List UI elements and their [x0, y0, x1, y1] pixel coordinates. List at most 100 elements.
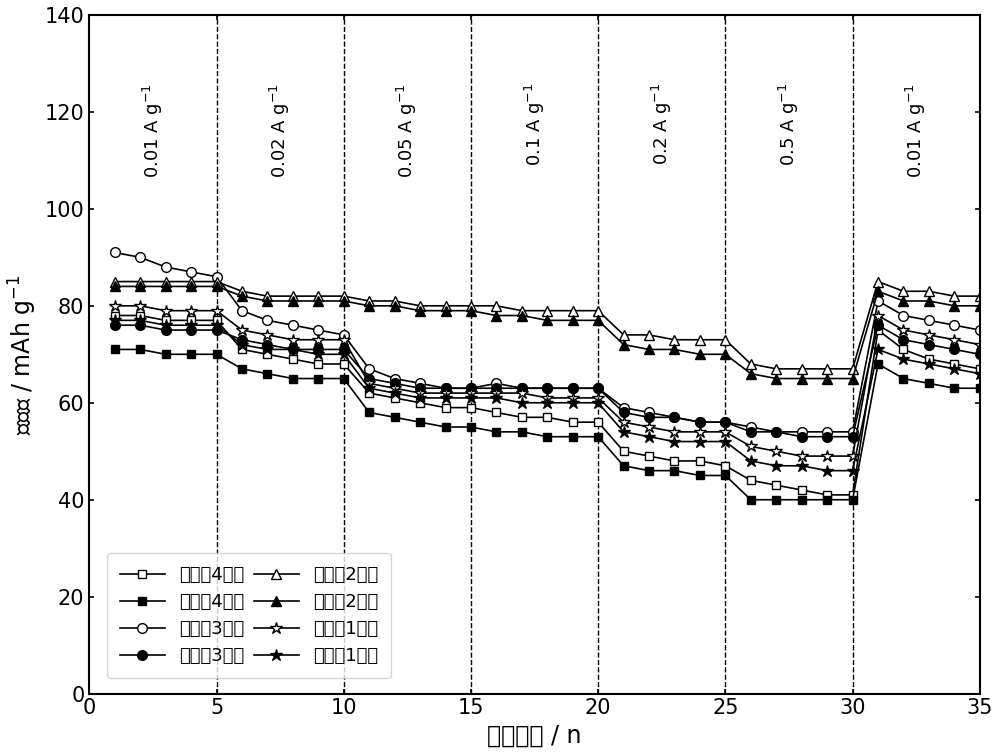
实施例3充电	[287, 321, 299, 330]
实施例3放电	[414, 384, 426, 393]
实施例2放电	[821, 374, 833, 383]
实施例1充电	[923, 331, 935, 340]
实施例2充电	[897, 287, 909, 296]
实施例2放电	[948, 301, 960, 310]
Line: 实施例3放电: 实施例3放电	[110, 320, 985, 442]
实施例4放电	[694, 471, 706, 480]
实施例3放电	[211, 325, 223, 334]
实施例1充电	[440, 389, 452, 398]
实施例1充电	[160, 306, 172, 315]
实施例1充电	[287, 335, 299, 344]
实施例3放电	[974, 350, 986, 359]
实施例4放电	[796, 495, 808, 504]
实施例3放电	[592, 384, 604, 393]
实施例3放电	[948, 345, 960, 354]
实施例2放电	[185, 282, 197, 291]
实施例2放电	[770, 374, 782, 383]
实施例2充电	[363, 297, 375, 306]
实施例3放电	[160, 325, 172, 334]
实施例4放电	[592, 432, 604, 441]
实施例2放电	[287, 297, 299, 306]
实施例3充电	[948, 321, 960, 330]
实施例2充电	[618, 331, 630, 340]
实施例3充电	[516, 384, 528, 393]
实施例1充电	[567, 393, 579, 402]
实施例4放电	[109, 345, 121, 354]
实施例4充电	[109, 311, 121, 320]
实施例1放电	[872, 345, 884, 354]
实施例1充电	[668, 427, 680, 436]
实施例4充电	[211, 316, 223, 325]
实施例1放电	[160, 321, 172, 330]
实施例3充电	[490, 379, 502, 388]
实施例1充电	[465, 389, 477, 398]
实施例4充电	[923, 355, 935, 364]
实施例2放电	[541, 316, 553, 325]
Text: 0.02 A g$^{-1}$: 0.02 A g$^{-1}$	[268, 83, 292, 177]
实施例1放电	[770, 461, 782, 470]
实施例1放电	[592, 398, 604, 407]
实施例1充电	[541, 393, 553, 402]
实施例3充电	[541, 384, 553, 393]
实施例4放电	[745, 495, 757, 504]
实施例4放电	[312, 374, 324, 383]
实施例1放电	[567, 398, 579, 407]
实施例4充电	[745, 476, 757, 485]
实施例4充电	[389, 393, 401, 402]
实施例2充电	[872, 277, 884, 286]
实施例3放电	[338, 345, 350, 354]
实施例1充电	[821, 451, 833, 461]
实施例3充电	[236, 306, 248, 315]
实施例2放电	[465, 306, 477, 315]
实施例3放电	[389, 379, 401, 388]
实施例4充电	[287, 355, 299, 364]
实施例1充电	[770, 447, 782, 456]
实施例4放电	[236, 365, 248, 374]
实施例3放电	[923, 340, 935, 349]
实施例4放电	[567, 432, 579, 441]
实施例4充电	[465, 403, 477, 412]
实施例3放电	[897, 335, 909, 344]
实施例4放电	[134, 345, 146, 354]
实施例1充电	[592, 393, 604, 402]
实施例3放电	[363, 374, 375, 383]
Text: 0.01 A g$^{-1}$: 0.01 A g$^{-1}$	[141, 83, 165, 177]
实施例3充电	[618, 403, 630, 412]
实施例4放电	[160, 350, 172, 359]
实施例1放电	[694, 437, 706, 446]
实施例3放电	[541, 384, 553, 393]
实施例1放电	[745, 457, 757, 466]
实施例4放电	[923, 379, 935, 388]
实施例1放电	[440, 393, 452, 402]
实施例3充电	[847, 427, 859, 436]
实施例1充电	[745, 442, 757, 451]
实施例2放电	[847, 374, 859, 383]
实施例3充电	[312, 325, 324, 334]
实施例4放电	[770, 495, 782, 504]
实施例4放电	[338, 374, 350, 383]
实施例2放电	[414, 306, 426, 315]
Y-axis label: 比容量 / mAh g$^{-1}$: 比容量 / mAh g$^{-1}$	[7, 274, 39, 435]
实施例4充电	[160, 316, 172, 325]
实施例1充电	[694, 427, 706, 436]
实施例3充电	[261, 316, 273, 325]
实施例2充电	[211, 277, 223, 286]
实施例4充电	[668, 457, 680, 466]
实施例1充电	[796, 451, 808, 461]
实施例3充电	[567, 384, 579, 393]
实施例2放电	[694, 350, 706, 359]
实施例1充电	[389, 384, 401, 393]
实施例2充电	[414, 301, 426, 310]
实施例4放电	[821, 495, 833, 504]
实施例2充电	[236, 287, 248, 296]
实施例2充电	[440, 301, 452, 310]
实施例1放电	[312, 350, 324, 359]
实施例4充电	[719, 461, 731, 470]
实施例4放电	[668, 466, 680, 475]
实施例1放电	[236, 340, 248, 349]
实施例1放电	[668, 437, 680, 446]
实施例2充电	[923, 287, 935, 296]
实施例1充电	[363, 379, 375, 388]
实施例1放电	[211, 321, 223, 330]
实施例1充电	[948, 335, 960, 344]
